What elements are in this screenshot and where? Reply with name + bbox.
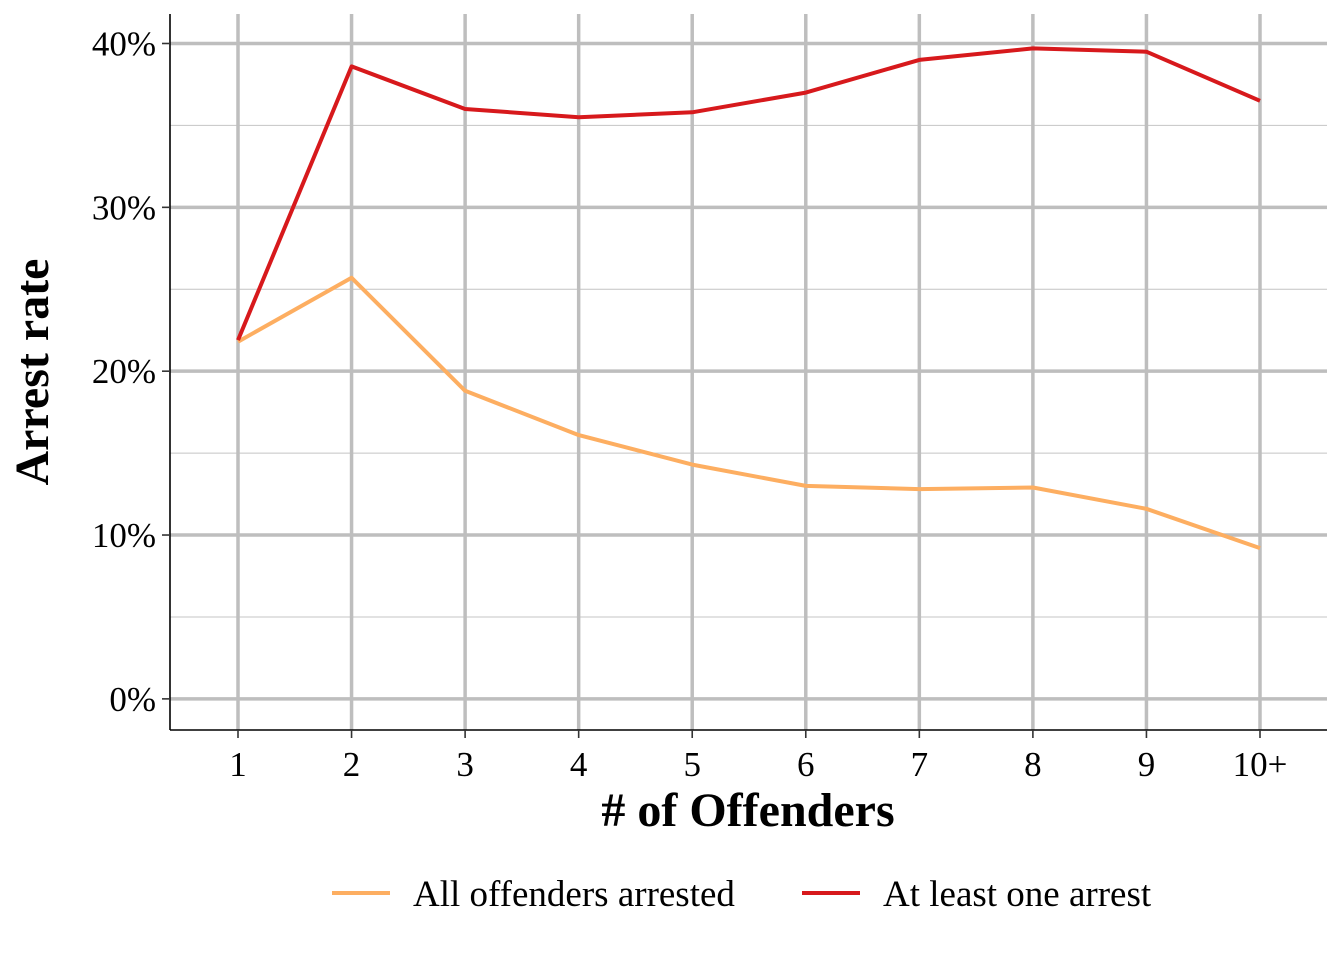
legend: All offenders arrested At least one arre… <box>332 874 1152 915</box>
x-tick-label: 9 <box>1138 745 1156 784</box>
series-line-all-offenders-arrested <box>237 275 1261 550</box>
x-tick-label: 5 <box>683 745 701 784</box>
x-tick-label: 10+ <box>1233 745 1288 784</box>
x-axis-title: # of Offenders <box>601 784 894 837</box>
y-tick-label: 40% <box>92 24 156 63</box>
series-lines <box>236 46 1261 550</box>
series-line-at-least-one-arrest <box>236 46 1261 341</box>
y-tick-label: 0% <box>109 680 156 719</box>
y-tick-label: 10% <box>92 516 156 555</box>
x-tick-label: 7 <box>911 745 929 784</box>
x-tick-label: 1 <box>229 745 247 784</box>
y-axis-title: Arrest rate <box>6 259 59 486</box>
legend-label-all-offenders-arrested: All offenders arrested <box>413 874 735 915</box>
x-tick-label: 8 <box>1024 745 1042 784</box>
axes <box>169 14 1327 731</box>
x-tick-label: 6 <box>797 745 815 784</box>
major-gridlines <box>170 14 1327 730</box>
x-tick-label: 3 <box>456 745 474 784</box>
ticks: 1 2 3 4 5 6 7 8 9 10+ 0% 10% 20% 30% 40% <box>92 24 1288 784</box>
x-tick-label: 2 <box>343 745 361 784</box>
y-tick-label: 30% <box>92 188 156 227</box>
y-tick-label: 20% <box>92 352 156 391</box>
legend-label-at-least-one-arrest: At least one arrest <box>883 874 1152 915</box>
x-tick-label: 4 <box>570 745 588 784</box>
